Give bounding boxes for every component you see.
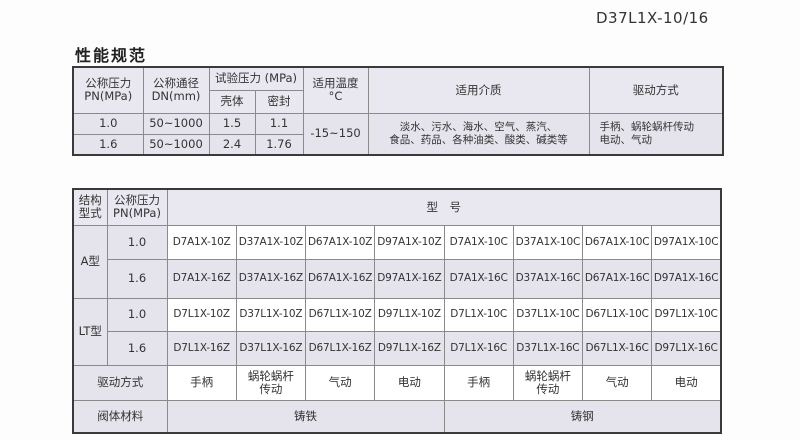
drive-cell: 蜗轮蜗杆 传动 bbox=[235, 364, 307, 401]
pn-cell: 1.6 bbox=[106, 330, 168, 366]
document-code: D37L1X-10/16 bbox=[596, 9, 709, 27]
header-temp: 适用温度 °C bbox=[302, 66, 369, 114]
model-cell: D67A1X-10Z bbox=[304, 224, 376, 260]
model-table: 结构 型式 公称压力 PN(MPa) 型 号 A型 1.0 D7A1X-10Z D37… bbox=[72, 188, 722, 434]
pn-cell: 1.0 bbox=[106, 297, 168, 332]
header-test-pressure: 试验压力 (MPa) bbox=[208, 66, 304, 91]
material-label: 阀体材料 bbox=[72, 399, 168, 434]
pn-cell: 1.6 bbox=[72, 133, 144, 156]
seal-cell: 1.76 bbox=[254, 133, 304, 156]
table-row: 1.0 50~1000 1.5 1.1 -15~150 淡水、污水、海水、空气、… bbox=[72, 112, 724, 156]
drive-cell: 电动 bbox=[651, 364, 722, 401]
material-row: 阀体材料 铸铁 铸钢 bbox=[72, 399, 722, 434]
shell-cell: 2.4 bbox=[208, 133, 256, 156]
model-cell: D7A1X-10C bbox=[443, 224, 514, 260]
drive-cell: 气动 bbox=[581, 364, 653, 401]
table-row: 1.6 D7L1X-16Z D37L1X-16Z D67L1X-16Z D97L1X-1… bbox=[73, 330, 722, 366]
model-cell: D97A1X-10Z bbox=[374, 224, 445, 260]
header-drive: 驱动方式 bbox=[588, 66, 724, 114]
model-cell: D7A1X-10Z bbox=[166, 224, 237, 260]
section-title: 性能规范 bbox=[75, 46, 148, 65]
structure-type-cell: A型 bbox=[72, 224, 108, 299]
model-cell: D37L1X-16C bbox=[512, 330, 584, 366]
model-cell: D97A1X-10C bbox=[651, 224, 722, 260]
model-cell: D97L1X-16Z bbox=[374, 330, 445, 366]
drive-row: 驱动方式 手柄 蜗轮蜗杆 传动 气动 电动 手柄 蜗轮蜗杆 传动 气动 电动 bbox=[72, 364, 722, 401]
structure-type-cell: LT型 bbox=[72, 297, 108, 366]
model-cell: D37A1X-16C bbox=[512, 258, 584, 299]
material-cell: 铸铁 bbox=[166, 399, 445, 434]
model-cell: D67L1X-16C bbox=[581, 330, 653, 366]
drive-cell: 手柄 bbox=[443, 364, 514, 401]
model-cell: D37A1X-10C bbox=[512, 224, 584, 260]
model-cell: D67L1X-10Z bbox=[304, 297, 376, 332]
model-cell: D97L1X-10C bbox=[651, 297, 722, 332]
table-row: A型 1.0 D7A1X-10Z D37A1X-10Z D67A1X-10Z D97A1X… bbox=[72, 224, 722, 299]
dn-cell: 50~1000 bbox=[142, 133, 210, 156]
model-cell: D97L1X-10Z bbox=[374, 297, 445, 332]
model-cell: D7L1X-10C bbox=[443, 297, 514, 332]
model-cell: D67L1X-16Z bbox=[304, 330, 376, 366]
header-structure: 结构 型式 bbox=[72, 188, 108, 226]
table-row: 1.6 D7A1X-16Z D37A1X-16Z D67A1X-16Z D97A1X-1… bbox=[73, 258, 722, 299]
drive-cell: 手柄、蜗轮蜗杆传动 电动、气动 bbox=[588, 112, 724, 156]
drive-cell: 手柄 bbox=[166, 364, 237, 401]
pn-cell: 1.6 bbox=[106, 258, 168, 299]
model-cell: D37L1X-10Z bbox=[235, 297, 307, 332]
model-cell: D37A1X-10Z bbox=[235, 224, 307, 260]
dn-cell: 50~1000 bbox=[142, 112, 210, 135]
model-cell: D7L1X-10Z bbox=[166, 297, 237, 332]
model-cell: D37L1X-16Z bbox=[235, 330, 307, 366]
header-pn: 公称压力 PN(MPa) bbox=[106, 188, 168, 226]
table-row: LT型 1.0 D7L1X-10Z D37L1X-10Z D67L1X-10Z D97L1… bbox=[72, 297, 722, 366]
model-cell: D67A1X-16Z bbox=[304, 258, 376, 299]
model-cell: D67L1X-10C bbox=[581, 297, 653, 332]
model-cell: D97A1X-16C bbox=[651, 258, 722, 299]
performance-spec-table: 公称压力 PN(MPa) 公称通径 DN(mm) 试验压力 (MPa) 适用温度… bbox=[72, 66, 725, 156]
drive-cell: 电动 bbox=[374, 364, 445, 401]
model-cell: D97A1X-16Z bbox=[374, 258, 445, 299]
header-shell: 壳体 bbox=[208, 89, 256, 114]
pn-cell: 1.0 bbox=[106, 224, 168, 260]
model-cell: D7A1X-16Z bbox=[166, 258, 237, 299]
model-cell: D67A1X-10C bbox=[581, 224, 653, 260]
drive-label: 驱动方式 bbox=[72, 364, 168, 401]
model-cell: D7A1X-16C bbox=[443, 258, 514, 299]
material-cell: 铸钢 bbox=[443, 399, 722, 434]
model-cell: D67A1X-16C bbox=[581, 258, 653, 299]
header-model: 型 号 bbox=[166, 188, 722, 226]
temp-cell: -15~150 bbox=[302, 112, 369, 156]
header-pn: 公称压力 PN(MPa) bbox=[72, 66, 144, 114]
shell-cell: 1.5 bbox=[208, 112, 256, 135]
drive-cell: 蜗轮蜗杆 传动 bbox=[512, 364, 584, 401]
model-cell: D37A1X-16Z bbox=[235, 258, 307, 299]
header-dn: 公称通径 DN(mm) bbox=[142, 66, 210, 114]
model-cell: D7L1X-16Z bbox=[166, 330, 237, 366]
pn-cell: 1.0 bbox=[72, 112, 144, 135]
drive-cell: 气动 bbox=[304, 364, 376, 401]
model-cell: D97L1X-16C bbox=[651, 330, 722, 366]
model-cell: D7L1X-16C bbox=[443, 330, 514, 366]
seal-cell: 1.1 bbox=[254, 112, 304, 135]
header-medium: 适用介质 bbox=[367, 66, 590, 114]
header-seal: 密封 bbox=[254, 89, 304, 114]
medium-cell: 淡水、污水、海水、空气、蒸汽、 食品、药品、各种油类、酸类、碱类等 bbox=[367, 112, 590, 156]
model-cell: D37L1X-10C bbox=[512, 297, 584, 332]
